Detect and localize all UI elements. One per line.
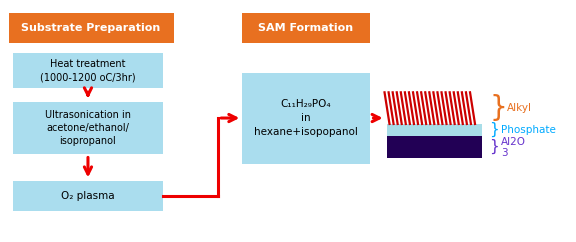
Text: Heat treatment
(1000-1200 oC/3hr): Heat treatment (1000-1200 oC/3hr) bbox=[40, 59, 136, 82]
Text: Alkyl: Alkyl bbox=[507, 103, 532, 113]
Text: Ultrasonication in
acetone/ethanol/
isopropanol: Ultrasonication in acetone/ethanol/ isop… bbox=[45, 110, 131, 146]
FancyBboxPatch shape bbox=[13, 102, 162, 154]
FancyBboxPatch shape bbox=[386, 136, 482, 158]
FancyBboxPatch shape bbox=[9, 13, 173, 43]
Text: SAM Formation: SAM Formation bbox=[259, 23, 354, 33]
Text: O₂ plasma: O₂ plasma bbox=[61, 191, 115, 201]
FancyBboxPatch shape bbox=[242, 73, 370, 164]
FancyBboxPatch shape bbox=[13, 53, 162, 88]
Text: C₁₁H₂₉PO₄
in
hexane+isopopanol: C₁₁H₂₉PO₄ in hexane+isopopanol bbox=[254, 99, 358, 137]
Text: Substrate Preparation: Substrate Preparation bbox=[21, 23, 161, 33]
Text: }: } bbox=[489, 139, 499, 154]
Text: }: } bbox=[489, 94, 507, 122]
Text: }: } bbox=[489, 122, 499, 137]
FancyBboxPatch shape bbox=[242, 13, 370, 43]
Text: Phosphate: Phosphate bbox=[501, 125, 556, 135]
FancyBboxPatch shape bbox=[13, 181, 162, 211]
Text: Al2O
3: Al2O 3 bbox=[501, 137, 526, 159]
FancyBboxPatch shape bbox=[386, 124, 482, 136]
